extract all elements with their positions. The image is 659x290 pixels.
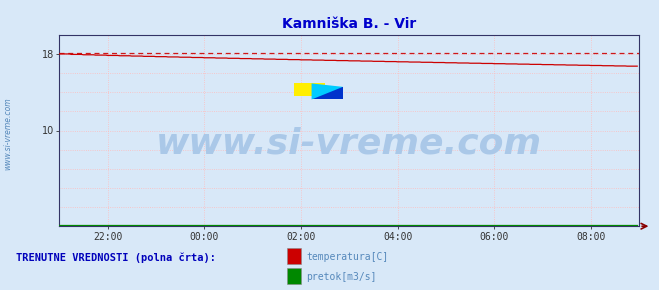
Bar xyxy=(312,87,343,99)
Text: TRENUTNE VREDNOSTI (polna črta):: TRENUTNE VREDNOSTI (polna črta): xyxy=(16,253,216,263)
Polygon shape xyxy=(312,84,343,99)
Title: Kamniška B. - Vir: Kamniška B. - Vir xyxy=(282,17,416,31)
Text: pretok[m3/s]: pretok[m3/s] xyxy=(306,272,377,282)
Text: www.si-vreme.com: www.si-vreme.com xyxy=(156,127,542,161)
Text: temperatura[C]: temperatura[C] xyxy=(306,252,389,262)
Text: www.si-vreme.com: www.si-vreme.com xyxy=(3,97,13,170)
Bar xyxy=(294,84,326,96)
